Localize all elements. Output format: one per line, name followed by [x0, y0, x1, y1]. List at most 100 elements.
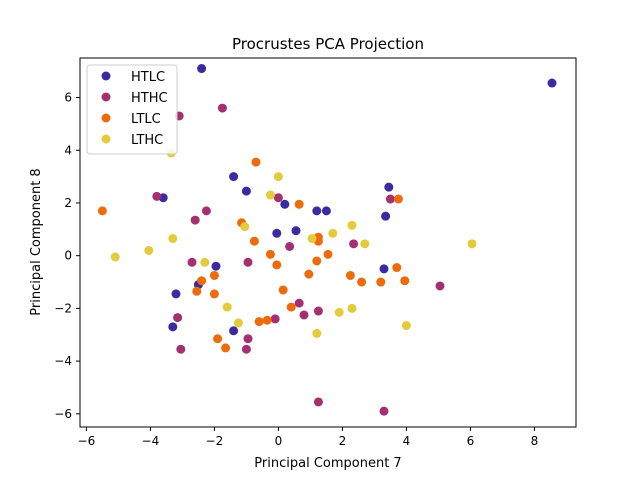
point-ltlc	[209, 270, 219, 280]
x-axis-label: Principal Component 7	[254, 456, 401, 471]
point-ltlc	[304, 269, 314, 279]
point-htlc	[291, 226, 301, 236]
point-hthc	[299, 310, 309, 320]
point-htlc	[272, 228, 282, 238]
point-ltlc	[213, 334, 223, 344]
point-ltlc	[249, 236, 259, 246]
y-axis-label: Principal Component 8	[29, 168, 44, 315]
point-lthc	[265, 190, 275, 200]
legend-marker-hthc	[101, 92, 111, 102]
point-lthc	[312, 328, 322, 338]
point-htlc	[381, 211, 391, 221]
point-ltlc	[272, 260, 282, 270]
point-lthc	[233, 318, 243, 328]
point-hthc	[379, 406, 389, 416]
y-tick-label: −2	[54, 301, 72, 315]
x-tick-label: 8	[531, 434, 539, 448]
point-hthc	[294, 298, 304, 308]
point-ltlc	[262, 315, 272, 325]
point-hthc	[243, 257, 253, 267]
point-ltlc	[209, 289, 219, 299]
point-htlc	[211, 261, 221, 271]
point-lthc	[273, 172, 283, 182]
point-lthc	[334, 307, 344, 317]
legend-box	[86, 64, 178, 155]
point-lthc	[401, 321, 411, 331]
point-hthc	[270, 314, 280, 324]
point-htlc	[312, 206, 322, 216]
point-hthc	[241, 344, 251, 354]
point-lthc	[144, 245, 154, 255]
y-tick-label: −4	[54, 354, 72, 368]
point-ltlc	[392, 263, 402, 273]
point-hthc	[349, 239, 359, 249]
point-ltlc	[265, 249, 275, 259]
y-tick-label: 2	[64, 196, 72, 210]
point-ltlc	[312, 256, 322, 266]
point-hthc	[243, 334, 253, 344]
point-ltlc	[254, 317, 264, 327]
point-lthc	[307, 234, 317, 244]
point-hthc	[285, 241, 295, 251]
point-ltlc	[286, 302, 296, 312]
point-htlc	[280, 199, 290, 209]
point-htlc	[229, 326, 239, 336]
legend-label-htlc: HTLC	[131, 70, 165, 85]
point-lthc	[240, 222, 250, 232]
x-tick-label: 2	[339, 434, 347, 448]
x-axis: −6 −4 −2 0 2 4 6 8	[78, 427, 539, 448]
point-htlc	[197, 64, 207, 74]
x-tick-label: −2	[206, 434, 224, 448]
x-tick-label: 4	[403, 434, 411, 448]
x-tick-label: 0	[275, 434, 283, 448]
legend-marker-lthc	[101, 134, 111, 144]
x-tick-label: −4	[142, 434, 160, 448]
point-hthc	[173, 313, 183, 323]
point-htlc	[168, 322, 178, 332]
legend-label-ltlc: LTLC	[131, 112, 161, 127]
point-ltlc	[393, 194, 403, 204]
point-hthc	[313, 397, 323, 407]
point-hthc	[176, 344, 186, 354]
point-htlc	[379, 264, 389, 274]
point-hthc	[385, 194, 395, 204]
point-lthc	[360, 239, 370, 249]
point-ltlc	[192, 286, 202, 296]
point-ltlc	[294, 199, 304, 209]
legend-marker-htlc	[101, 71, 111, 81]
y-tick-label: −6	[54, 407, 72, 421]
x-tick-label: −6	[78, 434, 96, 448]
y-tick-label: 6	[64, 91, 72, 105]
point-htlc	[547, 78, 557, 88]
point-ltlc	[197, 276, 207, 286]
chart-title: Procrustes PCA Projection	[232, 35, 424, 53]
point-htlc	[241, 186, 251, 196]
point-ltlc	[400, 276, 410, 286]
point-hthc	[273, 193, 283, 203]
point-ltlc	[357, 277, 367, 287]
x-tick-label: 6	[467, 434, 475, 448]
point-lthc	[222, 302, 232, 312]
point-hthc	[313, 306, 323, 316]
y-axis: −6 −4 −2 0 2 4 6	[54, 91, 80, 421]
point-htlc	[171, 289, 181, 299]
point-ltlc	[345, 270, 355, 280]
point-ltlc	[221, 343, 231, 353]
point-htlc	[321, 206, 331, 216]
point-lthc	[328, 228, 338, 238]
legend-label-lthc: LTHC	[131, 133, 163, 148]
point-ltlc	[323, 249, 333, 259]
point-hthc	[187, 257, 197, 267]
plot-frame	[79, 57, 577, 428]
marks-layer	[97, 64, 557, 416]
point-hthc	[435, 281, 445, 291]
point-lthc	[467, 239, 477, 249]
point-ltlc	[251, 157, 261, 167]
point-ltlc	[97, 206, 107, 216]
point-htlc	[384, 182, 394, 192]
point-hthc	[190, 215, 200, 225]
point-lthc	[168, 234, 178, 244]
point-hthc	[152, 191, 162, 201]
